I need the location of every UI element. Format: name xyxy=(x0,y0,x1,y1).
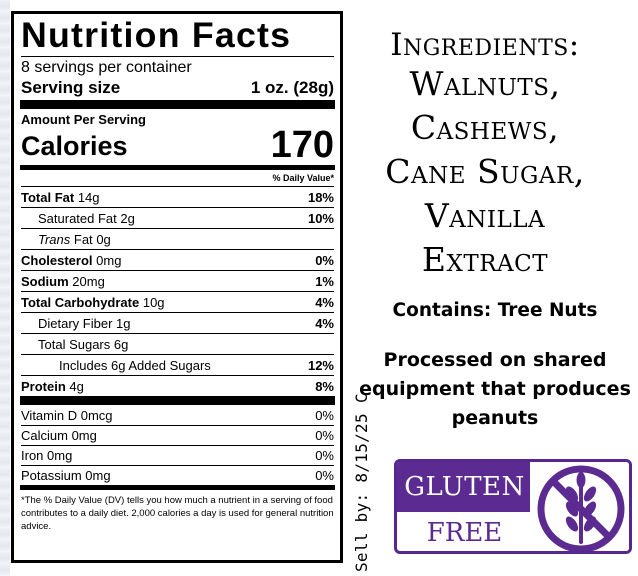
ingredient-item: Cane Sugar, xyxy=(385,152,585,191)
serving-size-value: 1 oz. (28g) xyxy=(250,78,334,97)
nutrition-facts-panel: Nutrition Facts 8 servings per container… xyxy=(11,11,343,563)
gluten-free-badge: GLUTEN FREE xyxy=(394,459,632,554)
ingredient-item: Extract xyxy=(421,240,549,279)
vitamin-row: Iron 0mg 0% xyxy=(21,445,334,465)
vitamin-row: Vitamin D 0mcg 0% xyxy=(21,407,334,423)
daily-value-footnote: *The % Daily Value (DV) tells you how mu… xyxy=(21,495,334,532)
decorative-edge xyxy=(0,0,10,576)
allergen-contains: Contains: Tree Nuts xyxy=(392,300,598,321)
vitamin-row: Calcium 0mg 0% xyxy=(21,425,334,445)
sell-by-date: Sell by: 8/15/25 C xyxy=(352,393,371,572)
ingredient-item: Vanilla xyxy=(424,196,546,235)
calories-row: Calories 170 xyxy=(21,124,334,166)
ingredient-item: Walnuts, xyxy=(409,64,561,103)
amount-per-serving: Amount Per Serving xyxy=(21,112,146,127)
daily-value-header: % Daily Value* xyxy=(272,173,334,183)
nutrient-row: Saturated Fat 2g 10% xyxy=(21,207,334,228)
gluten-label: GLUTEN xyxy=(397,462,532,512)
serving-size-label: Serving size xyxy=(21,78,121,97)
nutrient-row: Dietary Fiber 1g 4% xyxy=(21,312,334,333)
nutrient-row: Includes 6g Added Sugars 12% xyxy=(21,354,334,375)
free-label: FREE xyxy=(426,518,503,548)
nutrient-row: Trans Fat 0g xyxy=(21,228,334,249)
ingredients-block: Ingredients: Walnuts, Cashews, Cane Suga… xyxy=(350,28,620,282)
nutrient-row: Total Carbohydrate 10g 4% xyxy=(21,291,334,312)
nutrient-row: Total Fat 14g 18% xyxy=(21,186,334,207)
nutrient-row: Cholesterol 0mg 0% xyxy=(21,249,334,270)
calories-label: Calories xyxy=(21,131,128,161)
ingredient-item: Cashews, xyxy=(410,108,560,147)
calories-value: 170 xyxy=(270,124,334,166)
ingredients-heading: Ingredients: xyxy=(390,27,580,63)
nutrient-row: Protein 4g 8% xyxy=(21,375,334,396)
wheat-crossed-icon xyxy=(530,462,629,551)
nutrition-title: Nutrition Facts xyxy=(21,16,292,55)
allergen-processed: Processed on shared equipment that produ… xyxy=(359,349,631,429)
nutrient-row: Sodium 20mg 1% xyxy=(21,270,334,291)
servings-per-container: 8 servings per container xyxy=(21,59,192,76)
serving-size-row: Serving size 1 oz. (28g) xyxy=(21,77,334,100)
nutrient-row: Total Sugars 6g xyxy=(21,333,334,354)
vitamin-row: Potassium 0mg 0% xyxy=(21,465,334,485)
